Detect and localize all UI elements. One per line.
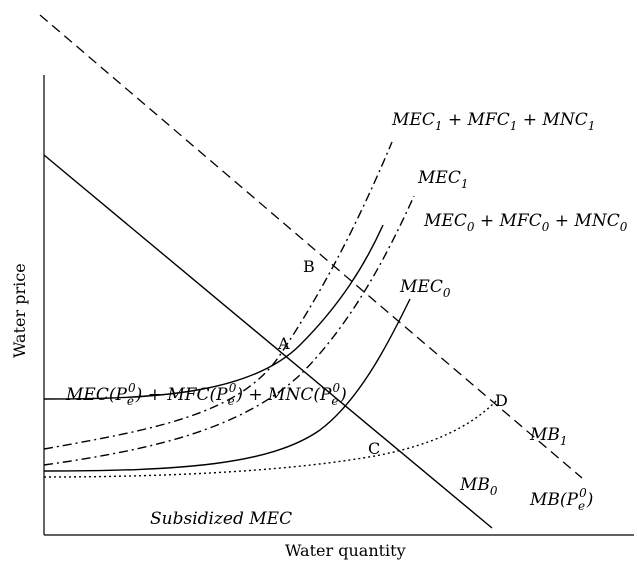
mb0-label: MB0 — [459, 475, 498, 498]
mec1-curve — [44, 196, 414, 465]
mec0-label: MEC0 — [399, 277, 451, 300]
mec-pe-label: MEC(Pe0) + MFC(Pe0) + MNC(Pe0) — [65, 381, 347, 408]
mec1-label: MEC1 — [417, 168, 468, 191]
x-axis-title: Water quantity — [285, 541, 406, 560]
point-c-label: C — [368, 439, 380, 458]
point-b-label: B — [303, 257, 315, 276]
y-axis-title: Water price — [10, 263, 29, 358]
point-a-label: A — [277, 334, 290, 353]
mb-pe-label: MB(Pe0) — [529, 486, 593, 513]
mec0-mfc0-mnc0-label: MEC0 + MFC0 + MNC0 — [423, 211, 628, 234]
mec0-mfc0-mnc0-curve — [44, 225, 383, 399]
mec1-mfc1-mnc1-label: MEC1 + MFC1 + MNC1 — [391, 110, 595, 133]
subsidized-mec-label: Subsidized MEC — [150, 509, 292, 529]
point-d-label: D — [495, 391, 508, 410]
mb1-label: MB1 — [529, 425, 568, 448]
subsidized-mec-curve — [44, 400, 497, 477]
